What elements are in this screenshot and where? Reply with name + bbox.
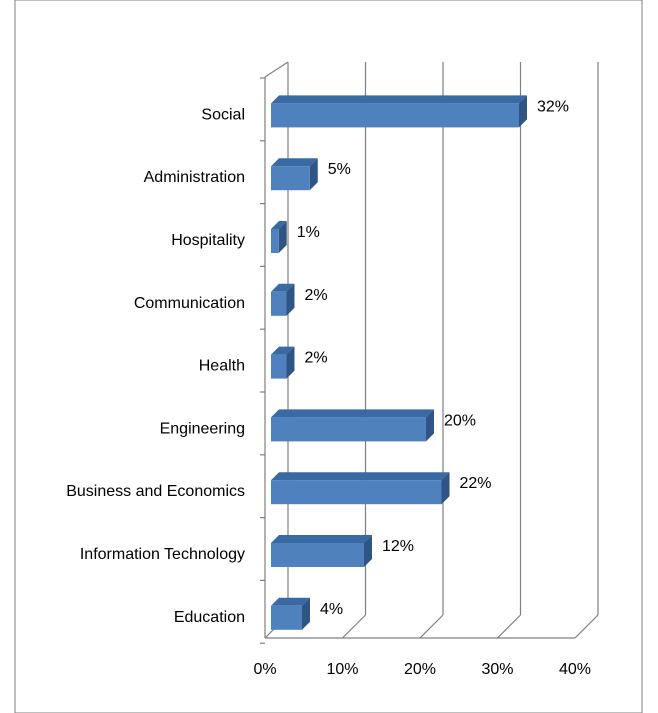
category-label-engineering: Engineering <box>160 420 245 437</box>
x-tick-label-20: 20% <box>404 661 436 678</box>
category-label-administration: Administration <box>144 169 245 186</box>
bar-side <box>364 535 372 567</box>
data-label-business-and-economics: 22% <box>460 475 492 492</box>
category-label-communication: Communication <box>134 295 245 312</box>
category-labels: Social Administration Hospitality Communica… <box>66 106 245 625</box>
bar-communication <box>271 283 295 316</box>
bar-side <box>426 409 434 442</box>
bar-side <box>519 95 527 128</box>
category-label-business-and-economics: Business and Economics <box>66 483 245 500</box>
bar-front <box>271 291 287 316</box>
data-label-social: 32% <box>537 98 569 115</box>
bar-front <box>271 480 442 505</box>
data-label-education: 4% <box>320 601 343 618</box>
bar-top <box>271 158 318 167</box>
bar-side <box>286 346 295 379</box>
category-label-health: Health <box>199 358 245 375</box>
floor-line-40 <box>574 614 599 639</box>
bar-top <box>271 535 372 543</box>
data-label-hospitality: 1% <box>297 224 320 241</box>
bar-front <box>271 605 302 630</box>
x-tick-label-30: 30% <box>481 661 513 678</box>
bar-top <box>271 472 450 481</box>
bar-side <box>302 597 310 630</box>
bar-top <box>271 95 527 104</box>
category-label-social: Social <box>201 106 245 123</box>
data-label-communication: 2% <box>305 287 328 304</box>
bar-top <box>271 283 295 292</box>
floor-line-10 <box>342 614 366 639</box>
bar-top <box>271 346 295 355</box>
bar-side <box>278 221 287 253</box>
floor-line-20 <box>419 614 444 639</box>
x-tick-label-0: 0% <box>253 661 276 678</box>
category-label-education: Education <box>174 609 245 626</box>
bar-hospitality <box>271 221 287 253</box>
bar-front <box>271 229 279 253</box>
bar-front <box>271 543 364 567</box>
bar-side <box>309 158 318 191</box>
bar-side <box>441 472 450 505</box>
x-tick-labels: 0% 10% 20% 30% 40% <box>253 661 591 678</box>
category-label-information-technology: Information Technology <box>80 546 245 563</box>
data-label-health: 2% <box>305 350 328 367</box>
data-label-administration: 5% <box>328 161 351 178</box>
bar-top <box>271 597 310 606</box>
bar-social <box>271 95 527 128</box>
category-label-hospitality: Hospitality <box>171 232 245 249</box>
bar-front <box>271 354 287 379</box>
floor-line-30 <box>497 614 521 639</box>
x-tick-label-10: 10% <box>326 661 358 678</box>
bar-top <box>271 221 287 229</box>
bar-top <box>271 409 434 418</box>
bar-education <box>271 597 310 630</box>
category-axis <box>260 61 289 644</box>
bar-information-technology <box>271 535 372 567</box>
bar-engineering <box>271 409 434 442</box>
data-label-engineering: 20% <box>444 412 476 429</box>
bars <box>271 95 527 630</box>
bar-business-and-economics <box>271 472 450 505</box>
x-tick-label-40: 40% <box>559 661 591 678</box>
y-axis-top <box>264 61 289 78</box>
bar-health <box>271 346 295 379</box>
bar-front <box>271 417 426 442</box>
bar-administration <box>271 158 318 191</box>
data-labels: 32% 5% 1% 2% 2% 20% 22% 12% 4% <box>297 98 569 617</box>
bar-side <box>286 283 295 316</box>
bar-front <box>271 103 519 128</box>
data-label-information-technology: 12% <box>382 538 414 555</box>
bar-front <box>271 166 310 191</box>
